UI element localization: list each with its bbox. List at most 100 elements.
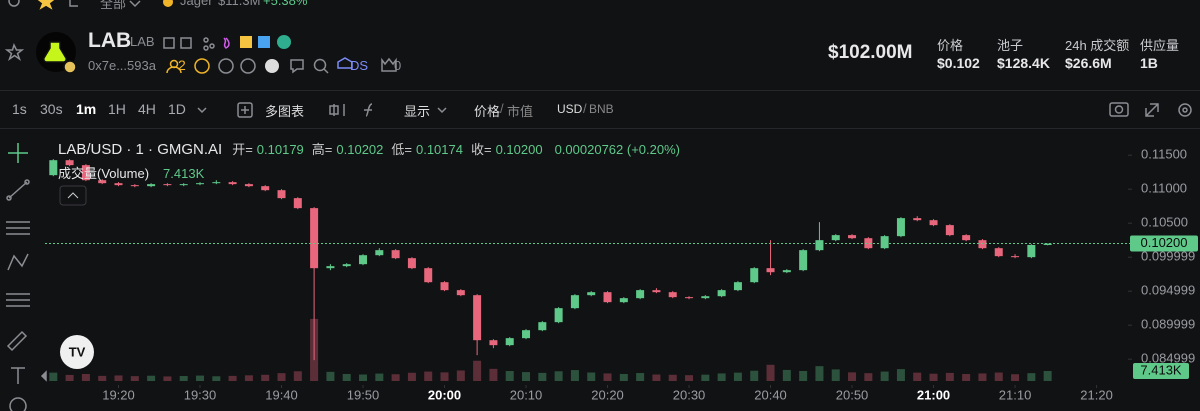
candle-body [929,220,938,226]
display-button[interactable]: 显示 [404,104,431,119]
price-toggle[interactable]: 价格 [474,104,501,119]
volume-bar [424,371,433,381]
legend-value: 0.10174 [415,142,463,157]
stat-label: 池子 [997,38,1024,53]
candle-body [293,198,302,209]
volume-bar [228,375,237,381]
divider [0,128,1200,129]
volume-bar [522,372,531,381]
stat-label: 价格 [937,38,964,53]
candle-body [570,295,579,309]
y-tick-label: 0.084999 [1141,351,1195,366]
candle-body [228,182,237,185]
volume-bar [945,372,954,381]
ds-label[interactable]: DS [350,58,369,73]
volume-bar [473,360,482,381]
candle-body [147,184,156,187]
candle-body [766,268,775,273]
x-tick-label: 21:20 [1080,387,1113,402]
candle-body [505,338,514,346]
x-tick-label: 20:00 [428,387,461,402]
candle-body [636,290,645,299]
candle-body [81,165,90,181]
interval-button[interactable]: 1m [76,101,97,117]
candle-body [342,264,351,267]
interval-button[interactable]: 1D [168,101,186,117]
interval-button[interactable]: 1s [12,101,27,117]
volume-bar [717,373,726,381]
candle-body [815,240,824,251]
volume-bar [554,371,563,381]
slash: / [500,101,504,116]
candle-body [310,208,319,269]
legend-value: 0.10179 [256,142,304,157]
volume-bar [49,372,58,381]
bnb-toggle[interactable]: BNB [589,102,614,116]
candle-body [603,292,612,303]
legend: LAB/USD · 1 · GMGN.AI 开= 0.10179 高= 0.10202… [58,139,680,158]
volume-bar [831,369,840,381]
candle-body [896,218,905,237]
candle-body [701,296,710,299]
candle-body [163,184,172,186]
volume-bar [375,373,384,381]
candle-body [98,180,107,184]
tv-logo[interactable] [60,335,94,369]
stat-value: 1B [1140,55,1158,71]
volume-bar [359,374,368,381]
filter[interactable]: 全部 [100,0,127,11]
volume-bar [81,373,90,381]
multi-chart-button[interactable]: 多图表 [265,104,305,119]
candle-body [799,250,808,271]
collapse-icon [67,192,79,199]
stat-value: $128.4K [997,55,1050,71]
candle-body [359,255,368,265]
y-tick-label: 0.089999 [1141,317,1195,332]
volume-bar [1027,373,1036,381]
legend-change: 0.00020762 (+0.20%) [554,142,680,157]
stat-label: 供应量 [1140,38,1180,53]
usd-toggle[interactable]: USD [557,102,583,116]
volume-bar [179,376,188,381]
volume-value: 7.413K [163,166,205,181]
mcap-toggle[interactable]: 市值 [507,104,534,119]
candle-body [880,236,889,249]
candle-body [326,266,335,269]
volume-bar [685,375,694,381]
volume-bar [1011,374,1020,381]
interval-button[interactable]: 1H [108,101,126,117]
candle-body [587,292,596,296]
legend-label: 低= [391,142,412,157]
volume-bar [440,372,449,381]
address[interactable]: 0x7e...593a [88,58,156,73]
candle-body [456,290,465,296]
volume-bar [587,372,596,381]
legend-label: 开= [232,142,253,157]
ticker-token[interactable]: Jager [180,0,213,8]
collapse-button[interactable] [59,185,87,206]
volume-badge-label: 7.413K [1140,362,1182,377]
candle-body [994,248,1003,257]
interval-button[interactable]: 4H [138,101,156,117]
legend-label: 高= [311,142,333,157]
price-badge [1130,235,1198,252]
slash: / [583,101,587,116]
legend-value: 0.10202 [336,142,384,157]
x-tick-label: 19:50 [347,387,380,402]
volume-bar [701,374,710,381]
interval-button[interactable]: 30s [40,101,63,117]
candle-body [49,160,58,176]
candle-body [848,235,857,239]
y-tick-label: 0.094999 [1141,283,1195,298]
x-tick-label: 21:00 [917,387,950,402]
candle-body [277,190,286,199]
volume-bar [848,372,857,381]
y-tick-label: 0.11500 [1141,147,1187,162]
candle-body [1011,256,1020,258]
x-tick-label: 19:40 [265,387,298,402]
candle-body [864,238,873,249]
volume-bar [261,374,270,381]
stat-label: 24h 成交额 [1065,38,1130,53]
volume-bar [750,370,759,381]
